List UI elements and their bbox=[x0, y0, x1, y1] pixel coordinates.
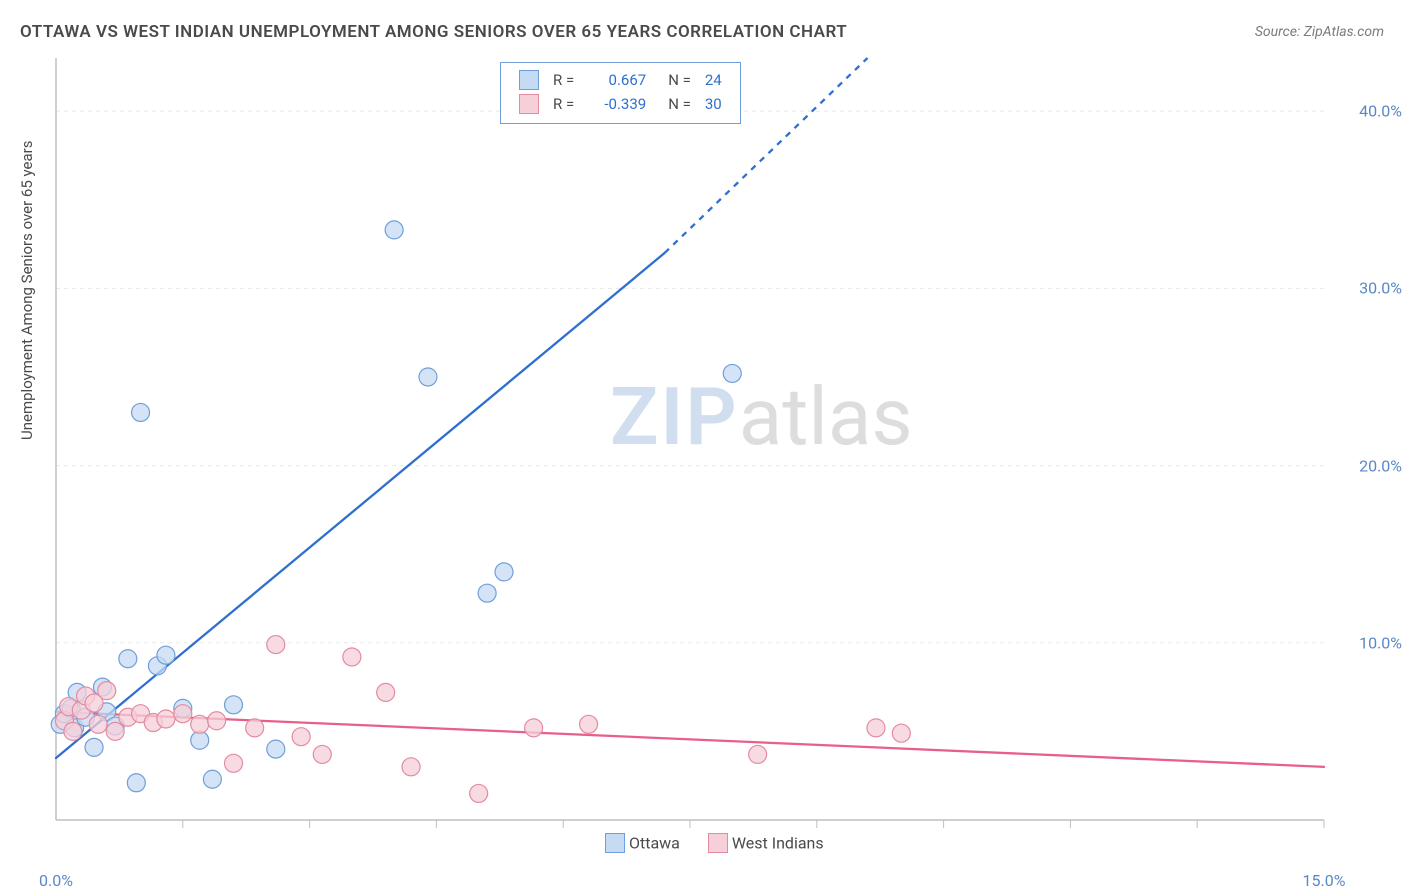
chart-title: OTTAWA VS WEST INDIAN UNEMPLOYMENT AMONG… bbox=[20, 22, 847, 42]
legend-label: West Indians bbox=[732, 834, 824, 853]
legend-label: Ottawa bbox=[629, 834, 680, 853]
legend-r-value: 0.667 bbox=[582, 69, 652, 91]
source-label: Source: ZipAtlas.com bbox=[1255, 24, 1384, 40]
correlation-legend: R =0.667N =24R =-0.339N =30 bbox=[500, 62, 741, 124]
y-axis-label: Unemployment Among Seniors over 65 years bbox=[18, 141, 36, 440]
legend-row: R =-0.339N =30 bbox=[513, 93, 728, 115]
scatter-chart bbox=[50, 54, 1384, 852]
legend-r-value: -0.339 bbox=[582, 93, 652, 115]
y-tick-label: 20.0% bbox=[1359, 456, 1402, 475]
y-tick-label: 10.0% bbox=[1359, 633, 1402, 652]
x-tick-label: 15.0% bbox=[1303, 871, 1346, 890]
series-legend: Ottawa West Indians bbox=[605, 832, 852, 853]
x-tick-label: 0.0% bbox=[39, 871, 73, 890]
y-tick-label: 40.0% bbox=[1359, 102, 1402, 121]
legend-swatch bbox=[605, 833, 625, 853]
legend-n-value: 24 bbox=[699, 69, 728, 91]
legend-row: R =0.667N =24 bbox=[513, 69, 728, 91]
legend-swatch bbox=[519, 94, 539, 114]
legend-item: West Indians bbox=[708, 832, 824, 851]
legend-item: Ottawa bbox=[605, 832, 680, 851]
legend-swatch bbox=[708, 833, 728, 853]
legend-swatch bbox=[519, 70, 539, 90]
y-tick-label: 30.0% bbox=[1359, 279, 1402, 298]
legend-n-value: 30 bbox=[699, 93, 728, 115]
